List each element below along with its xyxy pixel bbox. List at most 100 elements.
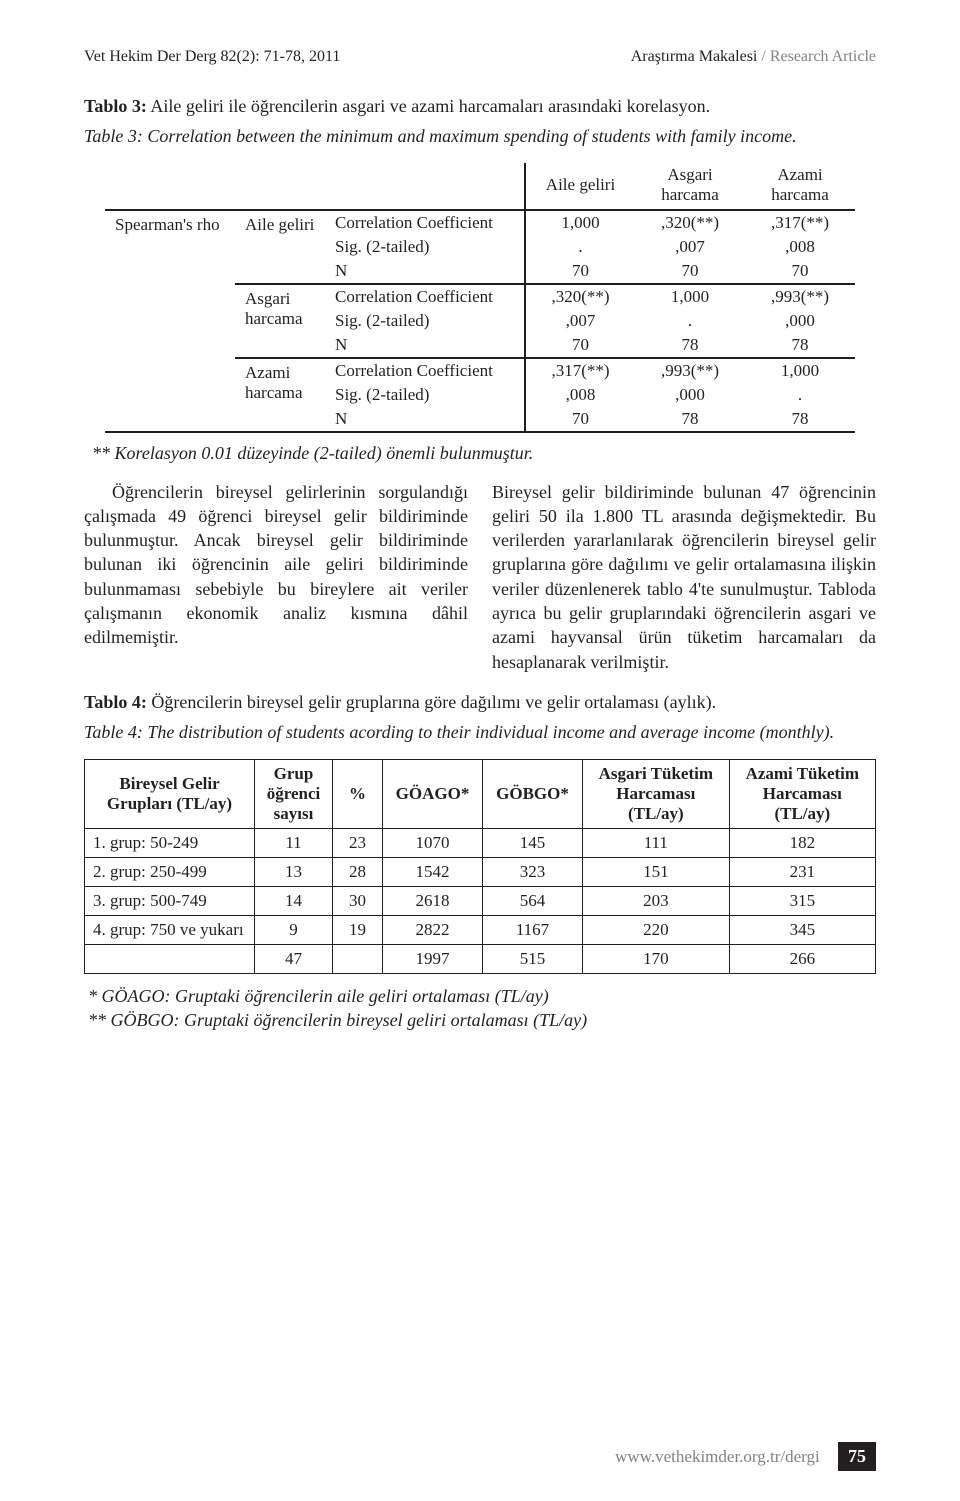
cell: 564 — [483, 886, 583, 915]
cell: 266 — [729, 944, 875, 973]
table4-caption-rest: Öğrencilerin bireysel gelir gruplarına g… — [147, 692, 716, 712]
cell: ,008 — [525, 383, 635, 407]
col-header: Azami harcama — [745, 163, 855, 210]
cell: 78 — [745, 407, 855, 432]
cell: 19 — [333, 915, 383, 944]
cell: 1. grup: 50-249 — [85, 828, 255, 857]
cell: 3. grup: 500-749 — [85, 886, 255, 915]
cell: . — [635, 309, 745, 333]
table3-caption-tr: Tablo 3: Aile geliri ile öğrencilerin as… — [84, 94, 876, 118]
cell: 78 — [745, 333, 855, 358]
col-header: GÖBGO* — [483, 759, 583, 828]
cell: 70 — [525, 259, 635, 284]
row-label: Aile geliri — [235, 210, 325, 284]
body-text: Öğrencilerin bireysel gelirlerinin sorgu… — [84, 480, 876, 674]
cell: ,320(**) — [525, 284, 635, 309]
table3-caption-en: Table 3: Correlation between the minimum… — [84, 124, 876, 148]
table4-caption-en: Table 4: The distribution of students ac… — [84, 720, 876, 744]
stat-label: Correlation Coefficient — [325, 358, 525, 383]
cell: 2822 — [383, 915, 483, 944]
cell: ,000 — [745, 309, 855, 333]
cell: 515 — [483, 944, 583, 973]
cell: 47 — [255, 944, 333, 973]
cell: . — [525, 235, 635, 259]
body-paragraph: Öğrencilerin bireysel gelirlerinin sorgu… — [84, 480, 876, 674]
cell: 4. grup: 750 ve yukarı — [85, 915, 255, 944]
cell — [333, 944, 383, 973]
cell: 220 — [583, 915, 730, 944]
cell: 1167 — [483, 915, 583, 944]
col-header: Aile geliri — [525, 163, 635, 210]
cell: 315 — [729, 886, 875, 915]
cell: 345 — [729, 915, 875, 944]
cell: 78 — [635, 407, 745, 432]
table-row: 2. grup: 250-499 13 28 1542 323 151 231 — [85, 857, 876, 886]
cell: 323 — [483, 857, 583, 886]
cell: ,000 — [635, 383, 745, 407]
cell: ,317(**) — [525, 358, 635, 383]
stat-label: N — [325, 407, 525, 432]
cell: 1542 — [383, 857, 483, 886]
cell: 28 — [333, 857, 383, 886]
stat-label: N — [325, 259, 525, 284]
cell: 70 — [635, 259, 745, 284]
footer-url: www.vethekimder.org.tr/dergi — [615, 1447, 820, 1466]
col-header: % — [333, 759, 383, 828]
cell: 70 — [525, 333, 635, 358]
table3-correlation: Aile geliri Asgari harcama Azami harcama… — [105, 163, 855, 433]
cell: ,007 — [635, 235, 745, 259]
cell: 2. grup: 250-499 — [85, 857, 255, 886]
article-type-en: Research Article — [770, 48, 876, 65]
row-group-label: Spearman's rho — [105, 210, 235, 432]
stat-label: N — [325, 333, 525, 358]
cell: 111 — [583, 828, 730, 857]
cell: 231 — [729, 857, 875, 886]
cell: ,007 — [525, 309, 635, 333]
article-type-tr: Araştırma Makalesi — [631, 48, 758, 65]
cell: 151 — [583, 857, 730, 886]
col-header: Azami Tüketim Harcaması (TL/ay) — [729, 759, 875, 828]
table3-caption-prefix: Tablo 3: — [84, 96, 147, 116]
cell: 23 — [333, 828, 383, 857]
cell: 9 — [255, 915, 333, 944]
col-header: Bireysel Gelir Grupları (TL/ay) — [85, 759, 255, 828]
page-number: 75 — [838, 1442, 876, 1471]
article-type-sep: / — [757, 48, 769, 65]
cell: 145 — [483, 828, 583, 857]
table3-caption-rest: Aile geliri ile öğrencilerin asgari ve a… — [147, 96, 710, 116]
cell: 78 — [635, 333, 745, 358]
col-header: Asgari Tüketim Harcaması (TL/ay) — [583, 759, 730, 828]
cell: 170 — [583, 944, 730, 973]
journal-citation: Vet Hekim Der Derg 82(2): 71-78, 2011 — [84, 48, 340, 66]
table-row: 3. grup: 500-749 14 30 2618 564 203 315 — [85, 886, 876, 915]
table3-note: ** Korelasyon 0.01 düzeyinde (2-tailed) … — [92, 443, 876, 464]
cell: ,008 — [745, 235, 855, 259]
cell: 30 — [333, 886, 383, 915]
cell — [85, 944, 255, 973]
article-type: Araştırma Makalesi / Research Article — [631, 48, 876, 66]
stat-label: Sig. (2-tailed) — [325, 383, 525, 407]
cell: 13 — [255, 857, 333, 886]
cell: 182 — [729, 828, 875, 857]
cell: ,993(**) — [745, 284, 855, 309]
stat-label: Sig. (2-tailed) — [325, 235, 525, 259]
cell: 1,000 — [635, 284, 745, 309]
cell: 1,000 — [525, 210, 635, 235]
cell: 14 — [255, 886, 333, 915]
stat-label: Sig. (2-tailed) — [325, 309, 525, 333]
table-row: 1. grup: 50-249 11 23 1070 145 111 182 — [85, 828, 876, 857]
col-header: Grup öğrenci sayısı — [255, 759, 333, 828]
table-row: 47 1997 515 170 266 — [85, 944, 876, 973]
cell: . — [745, 383, 855, 407]
table4-caption-tr: Tablo 4: Öğrencilerin bireysel gelir gru… — [84, 690, 876, 714]
footnote: ** GÖBGO: Gruptaki öğrencilerin bireysel… — [88, 1008, 876, 1032]
table-row: 4. grup: 750 ve yukarı 9 19 2822 1167 22… — [85, 915, 876, 944]
col-header: Asgari harcama — [635, 163, 745, 210]
footnote: * GÖAGO: Gruptaki öğrencilerin aile geli… — [88, 984, 876, 1008]
table4-footnotes: * GÖAGO: Gruptaki öğrencilerin aile geli… — [88, 984, 876, 1033]
cell: 1997 — [383, 944, 483, 973]
table4-caption-prefix: Tablo 4: — [84, 692, 147, 712]
cell: 1070 — [383, 828, 483, 857]
cell: 11 — [255, 828, 333, 857]
table4-distribution: Bireysel Gelir Grupları (TL/ay) Grup öğr… — [84, 759, 876, 974]
